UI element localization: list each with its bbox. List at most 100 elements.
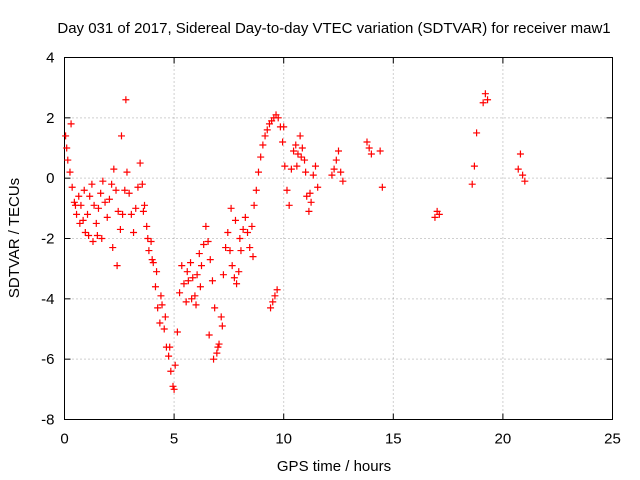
data-point: [113, 262, 121, 270]
x-tick-label: 5: [170, 431, 178, 448]
data-point: [231, 216, 239, 224]
data-point: [180, 280, 188, 288]
data-point: [302, 168, 310, 176]
data-point: [376, 147, 384, 155]
data-point: [305, 207, 313, 215]
data-point: [184, 277, 192, 285]
data-point: [132, 204, 140, 212]
data-point: [193, 271, 201, 279]
data-point: [136, 159, 144, 167]
data-point: [153, 268, 161, 276]
data-point: [156, 319, 164, 327]
data-point: [335, 147, 342, 155]
data-point: [141, 201, 149, 209]
data-point: [196, 283, 204, 291]
data-point: [279, 138, 287, 146]
data-point: [109, 244, 117, 252]
data-point: [521, 177, 529, 185]
x-tick-label: 25: [604, 431, 621, 448]
data-point: [294, 150, 302, 158]
data-point: [293, 162, 301, 170]
data-point: [89, 238, 97, 246]
data-point: [237, 247, 245, 255]
chart-title: Day 031 of 2017, Sidereal Day-to-day VTE…: [57, 20, 610, 37]
data-point: [484, 96, 492, 104]
data-point: [123, 168, 131, 176]
data-point: [516, 150, 524, 158]
y-tick-label: -6: [41, 351, 54, 368]
data-point: [227, 204, 235, 212]
data-point: [280, 123, 288, 131]
x-tick-label: 0: [60, 431, 68, 448]
x-tick-label: 20: [495, 431, 512, 448]
data-point: [105, 195, 113, 203]
data-point: [228, 262, 236, 270]
data-point: [244, 228, 252, 236]
data-point: [80, 186, 88, 194]
data-point: [139, 207, 147, 215]
data-point: [252, 186, 260, 194]
data-point: [182, 298, 190, 306]
data-point: [249, 253, 257, 261]
x-tick-label: 10: [275, 431, 292, 448]
y-tick-label: -4: [41, 291, 54, 308]
data-point: [339, 177, 347, 185]
data-point: [283, 186, 291, 194]
data-point: [187, 259, 195, 267]
data-point: [337, 168, 345, 176]
data-point: [191, 292, 199, 300]
data-point: [307, 198, 315, 206]
data-point: [170, 385, 178, 393]
data-point: [119, 210, 127, 218]
data-point: [330, 165, 338, 173]
data-point: [189, 274, 197, 282]
y-tick-label: 0: [46, 170, 54, 187]
data-point: [75, 192, 83, 200]
data-point: [166, 343, 174, 351]
data-point: [200, 241, 208, 249]
data-point: [235, 268, 243, 276]
data-point: [250, 201, 258, 209]
data-point: [173, 328, 181, 336]
data-point: [160, 325, 168, 333]
data-point: [154, 304, 162, 312]
data-point: [98, 235, 106, 242]
data-point: [519, 171, 527, 179]
data-point: [130, 228, 138, 236]
data-point: [71, 201, 79, 209]
data-point: [332, 156, 340, 164]
data-point: [121, 186, 129, 194]
data-point: [259, 141, 267, 149]
data-point: [122, 96, 130, 104]
data-point: [127, 210, 135, 218]
data-point: [204, 238, 212, 246]
data-point: [378, 183, 386, 191]
data-point: [147, 238, 155, 246]
data-point: [267, 304, 275, 312]
data-point: [202, 222, 210, 230]
data-point: [62, 132, 70, 140]
data-point: [158, 301, 166, 309]
data-point: [211, 304, 219, 312]
data-point: [103, 213, 111, 221]
data-point: [248, 222, 256, 230]
data-point: [297, 153, 305, 161]
data-point: [134, 183, 142, 191]
data-point: [218, 322, 226, 330]
data-point: [217, 313, 225, 321]
data-point: [224, 228, 232, 236]
data-point: [88, 180, 96, 188]
data-point: [301, 156, 309, 164]
data-point: [178, 262, 186, 270]
data-point: [210, 355, 218, 363]
data-point: [215, 340, 223, 348]
data-point: [171, 361, 179, 369]
data-point: [93, 231, 101, 239]
data-point: [298, 144, 306, 152]
data-point: [481, 90, 489, 98]
data-point: [94, 204, 102, 212]
data-point: [101, 198, 109, 206]
y-tick-label: 2: [46, 110, 54, 127]
